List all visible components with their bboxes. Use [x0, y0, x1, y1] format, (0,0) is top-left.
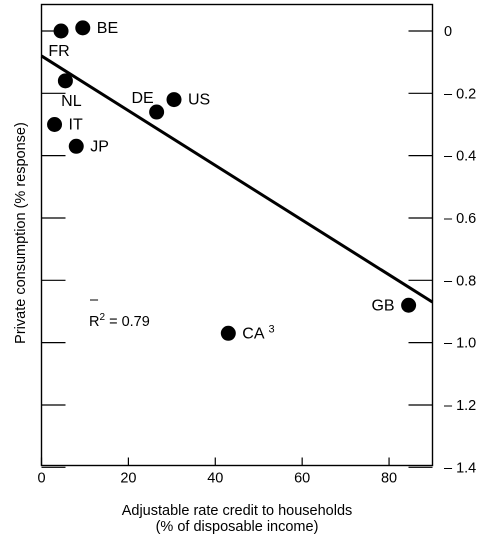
- point-label-ca: CA 3: [242, 323, 274, 342]
- x-tick-label: 20: [120, 471, 136, 487]
- point-label-nl: NL: [61, 93, 82, 110]
- x-tick-label: 0: [37, 471, 45, 487]
- x-axis-ticks: 0 20 40 60 80: [37, 457, 397, 487]
- r-squared-text: R2 = 0.79: [89, 312, 150, 330]
- y-axis-ticks: 0 – 0.2 – 0.4 – 0.6 – 0.8 – 1.0 – 1.2 – 1.4: [41, 24, 476, 476]
- plot-frame: [40, 3, 434, 467]
- point-label-it: IT: [69, 116, 83, 133]
- y-tick-label: – 0.6: [444, 211, 476, 227]
- data-point-jp: [68, 138, 84, 154]
- x-tick-label: 60: [294, 471, 310, 487]
- data-point-it: [47, 116, 63, 132]
- x-axis-label-line-2: (% of disposable income): [156, 519, 319, 535]
- data-point-fr: [53, 23, 69, 39]
- point-label-be: BE: [97, 20, 118, 37]
- y-tick-label: – 1.4: [444, 460, 476, 476]
- x-tick-label: 40: [207, 471, 223, 487]
- r-squared-bar: –: [90, 292, 99, 308]
- y-axis-label: Private consumption (% response): [13, 122, 29, 344]
- y-tick-label: – 0.2: [444, 86, 476, 102]
- regression-line: [40, 54, 434, 304]
- data-point-de: [149, 104, 165, 120]
- y-tick-label: – 0.8: [444, 273, 476, 289]
- point-label-fr: FR: [48, 43, 69, 60]
- data-point-ca: [220, 325, 236, 341]
- y-tick-label: – 1.2: [444, 398, 476, 414]
- r-squared-annotation: – R2 = 0.79: [89, 292, 150, 330]
- data-point-nl: [57, 73, 73, 89]
- data-point-us: [166, 92, 182, 108]
- x-axis-label-line-1: Adjustable rate credit to households: [122, 503, 353, 519]
- y-tick-label: – 1.0: [444, 336, 476, 352]
- y-tick-label: – 0.4: [444, 149, 476, 165]
- point-label-us: US: [188, 92, 210, 109]
- data-point-gb: [401, 297, 417, 313]
- point-label-gb: GB: [371, 297, 394, 314]
- data-points: BE FR NL DE US IT JP CA 3 GB: [47, 20, 417, 342]
- point-label-jp: JP: [90, 138, 109, 155]
- point-label-de: DE: [132, 90, 154, 107]
- x-tick-label: 80: [381, 471, 397, 487]
- data-point-be: [75, 20, 91, 36]
- y-tick-label: 0: [444, 24, 452, 40]
